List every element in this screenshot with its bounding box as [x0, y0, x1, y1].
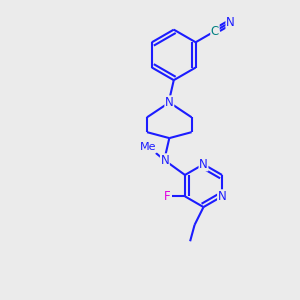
Text: N: N: [226, 16, 235, 29]
Text: N: N: [160, 154, 169, 167]
Text: Me: Me: [140, 142, 157, 152]
Text: F: F: [164, 190, 170, 203]
Text: N: N: [165, 96, 174, 109]
Text: C: C: [211, 25, 219, 38]
Text: N: N: [218, 190, 226, 203]
Text: N: N: [199, 158, 208, 171]
